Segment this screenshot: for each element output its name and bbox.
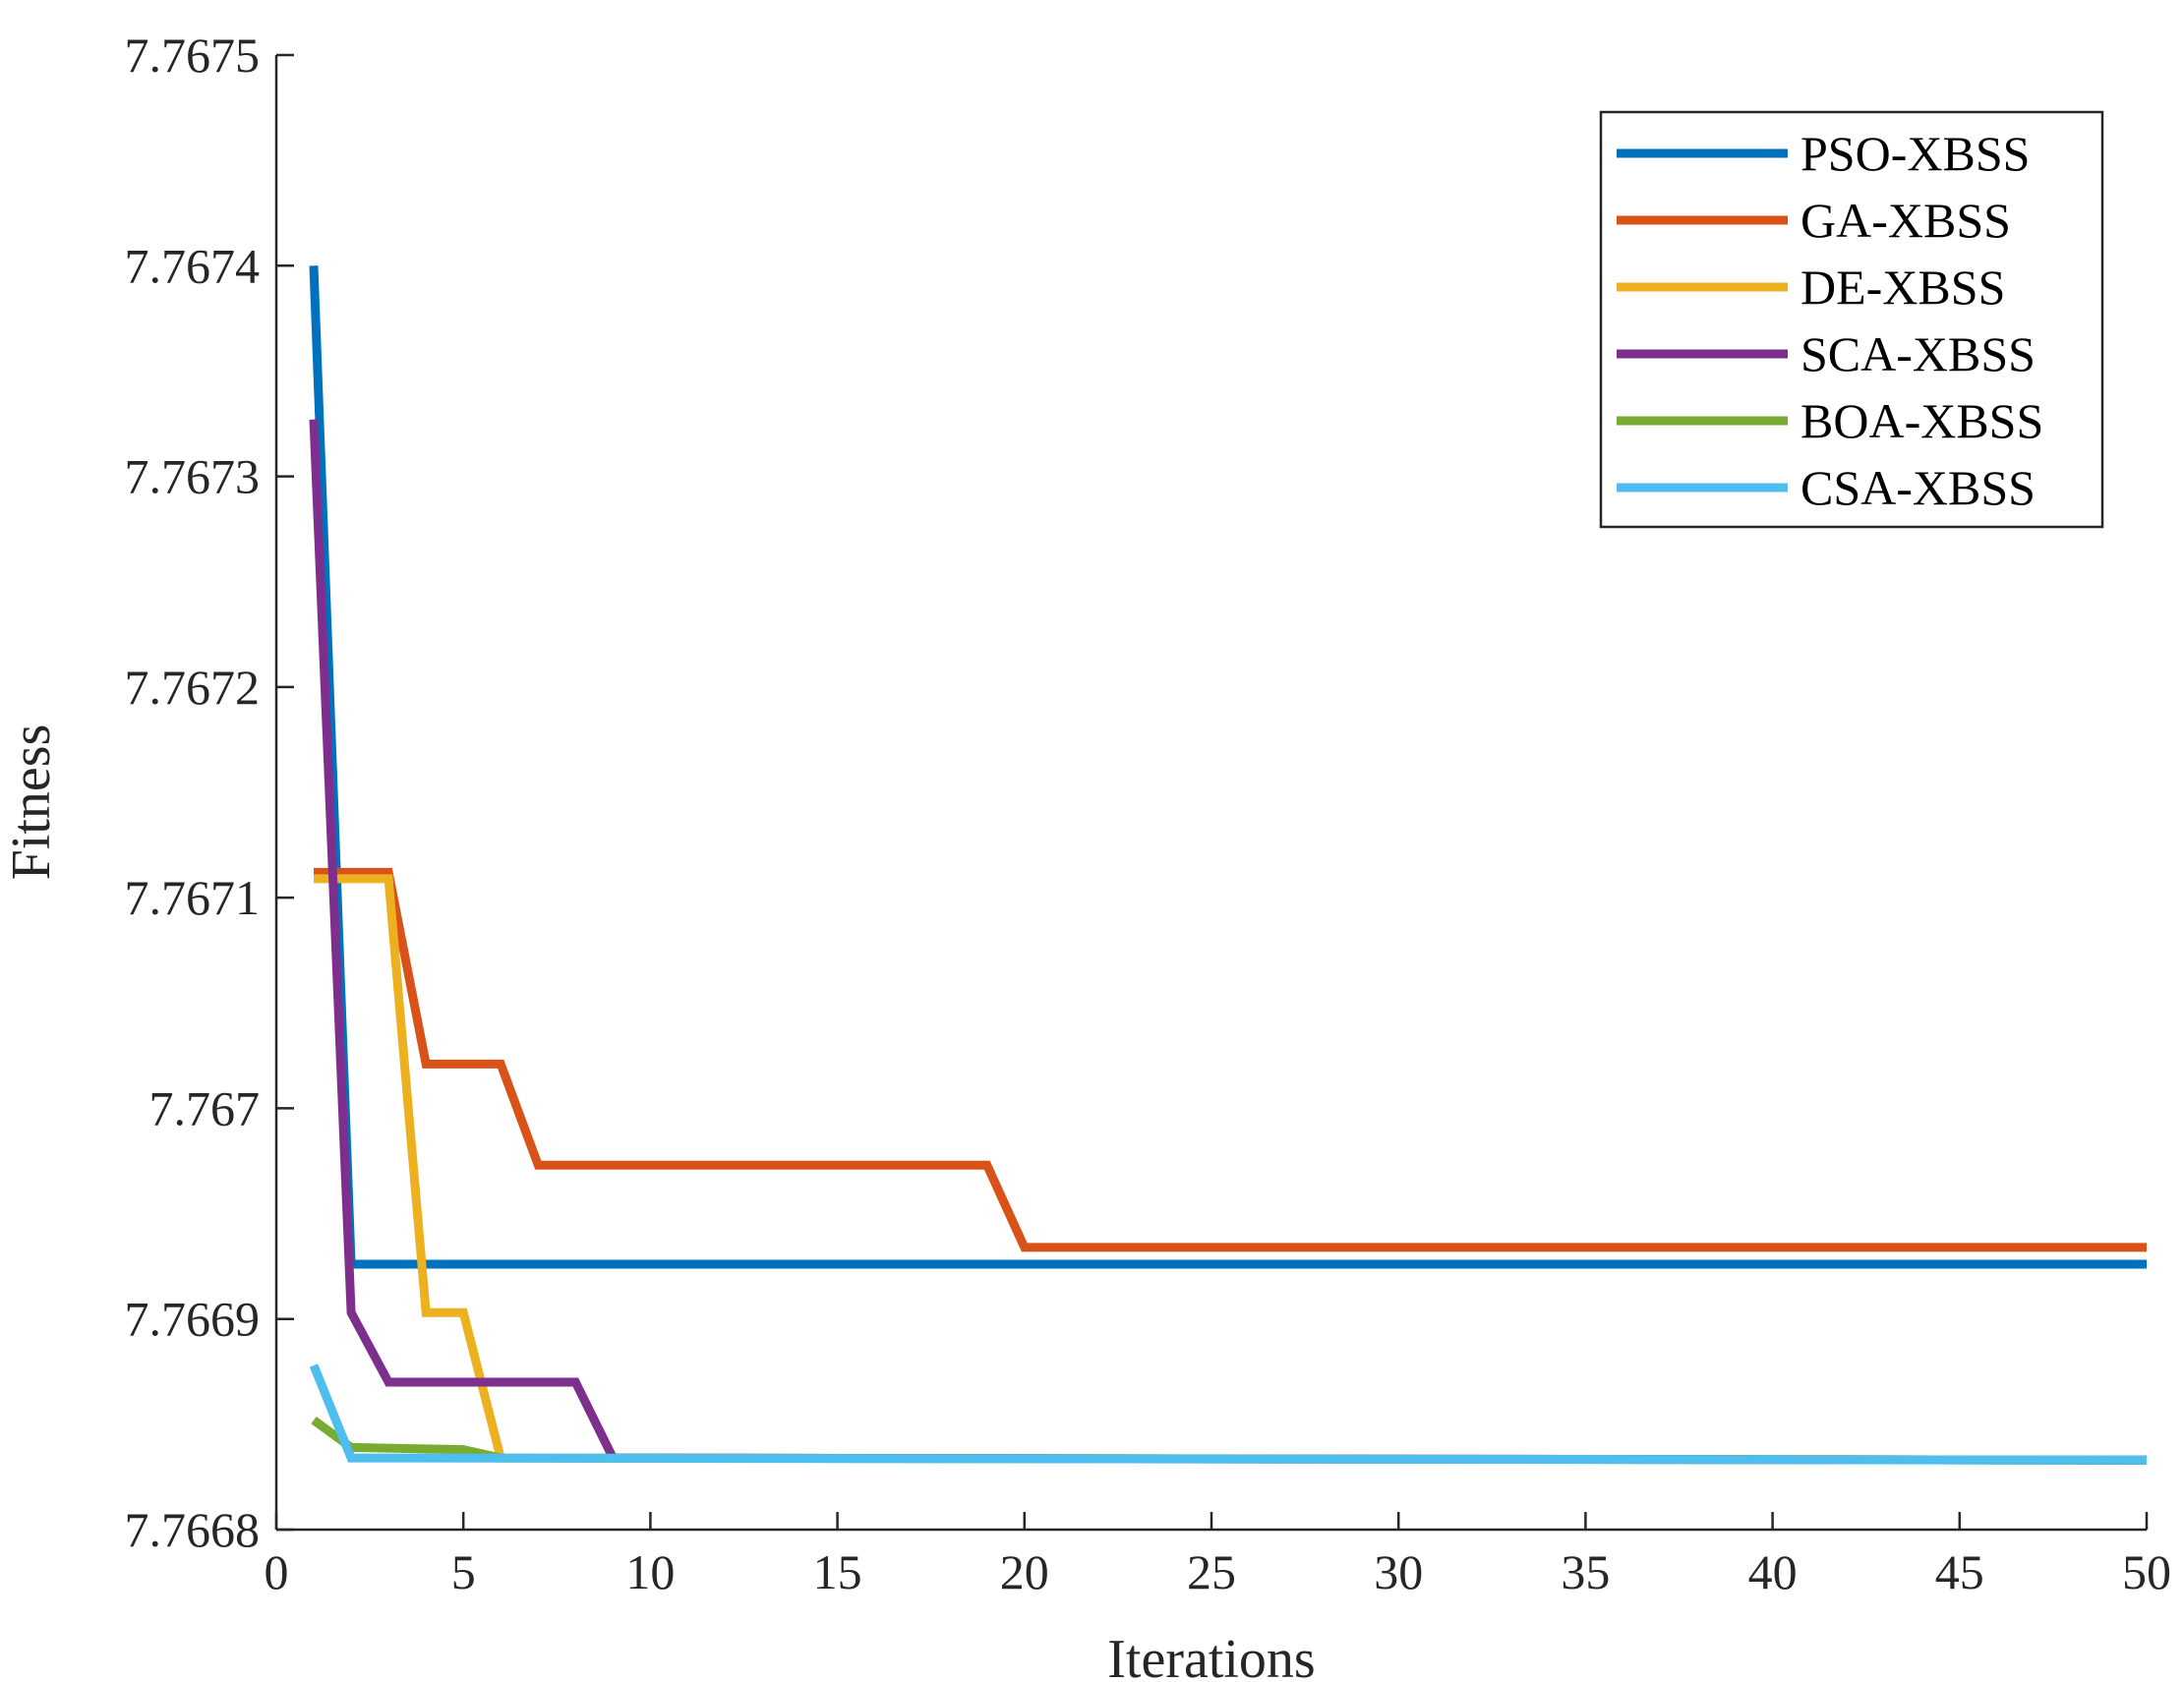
legend: PSO-XBSS GA-XBSS DE-XBSS SCA-XBSS BOA-XBSS CS…	[1599, 110, 2104, 529]
legend-label: BOA-XBSS	[1800, 393, 2043, 448]
y-tick-label: 7.7671	[125, 870, 261, 925]
y-axis-title: Fitness	[1, 725, 62, 881]
legend-label: CSA-XBSS	[1800, 460, 2036, 515]
x-tick-label: 15	[813, 1544, 862, 1599]
y-tick-label: 7.7673	[125, 449, 261, 504]
x-tick-label: 35	[1561, 1544, 1610, 1599]
x-tick-label: 5	[451, 1544, 476, 1599]
y-tick-label: 7.7669	[125, 1292, 261, 1347]
x-tick-label: 30	[1374, 1544, 1423, 1599]
x-tick-label: 10	[625, 1544, 675, 1599]
series-lines	[309, 265, 2148, 1465]
series-line-ga-xbss	[314, 867, 2147, 1252]
x-tick-label: 0	[265, 1544, 289, 1599]
x-tick-label: 20	[1000, 1544, 1049, 1599]
x-tick-label: 50	[2122, 1544, 2171, 1599]
x-axis-title: Iterations	[1107, 1629, 1315, 1682]
series-line-csa-xbss	[309, 1363, 2148, 1465]
x-tick-label: 45	[1935, 1544, 1984, 1599]
legend-label: PSO-XBSS	[1800, 126, 2030, 181]
tick-marks: 0 5 10 15 20 25 30 35 40 45 50 7.7668 7.7669 7.767 7.7…	[125, 28, 2172, 1599]
legend-label: GA-XBSS	[1800, 193, 2011, 248]
y-tick-label: 7.767	[149, 1080, 261, 1135]
y-tick-label: 7.7672	[125, 660, 261, 715]
series-line-sca-xbss	[309, 419, 2148, 1465]
y-tick-label: 7.7668	[125, 1502, 261, 1557]
x-tick-label: 25	[1187, 1544, 1236, 1599]
y-tick-label: 7.7674	[125, 238, 261, 293]
legend-box	[1599, 110, 2104, 529]
legend-label: SCA-XBSS	[1800, 326, 2036, 381]
y-tick-label: 7.7675	[125, 28, 261, 83]
legend-label: DE-XBSS	[1800, 260, 2005, 315]
x-tick-label: 40	[1748, 1544, 1798, 1599]
